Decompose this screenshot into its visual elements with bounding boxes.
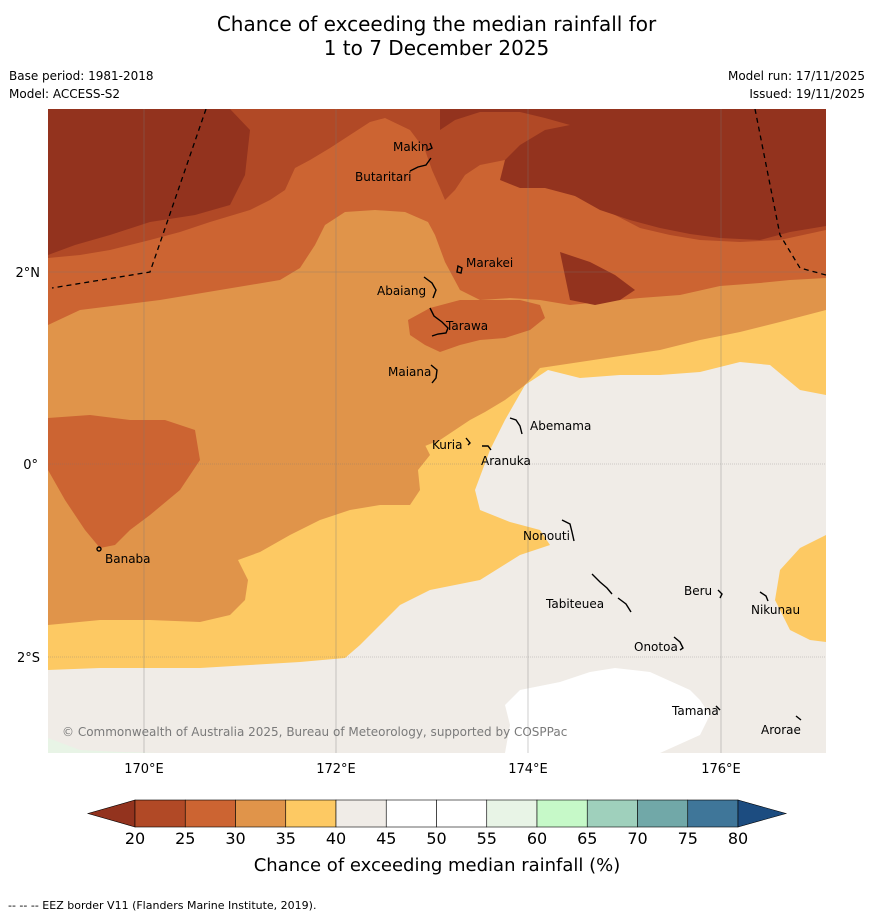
island-label-nonouti: Nonouti (523, 529, 570, 543)
colorbar-bin (637, 799, 689, 828)
colorbar-tick-label: 20 (125, 829, 145, 848)
island-label-abemama: Abemama (530, 419, 591, 433)
island-label-arorae: Arorae (761, 723, 801, 737)
colorbar-title: Chance of exceeding median rainfall (%) (254, 855, 621, 876)
island-label-abaiang: Abaiang (377, 284, 426, 298)
probability-fill (48, 109, 826, 753)
tarawa-island-shape (429, 307, 449, 337)
island-label-tabiteuea: Tabiteuea (545, 597, 604, 611)
eez-footnote: -- -- -- EEZ border V11 (Flanders Marine… (8, 899, 317, 912)
island-label-banaba: Banaba (105, 552, 151, 566)
colorbar-tick-label: 75 (678, 829, 698, 848)
colorbar: 20 25 30 35 40 45 50 55 60 65 70 75 80 (86, 799, 788, 848)
map-title-line1: Chance of exceeding the median rainfall … (216, 12, 657, 36)
island-label-makin: Makin (393, 140, 429, 154)
colorbar-bin (184, 799, 236, 828)
model-run: Model run: 17/11/2025 (727, 69, 865, 83)
colorbar-tick-label: 55 (477, 829, 497, 848)
colorbar-bin (586, 799, 638, 828)
colorbar-tick-label: 45 (376, 829, 396, 848)
nikunau-island-shape (759, 591, 769, 602)
island-label-butaritari: Butaritari (355, 170, 412, 184)
colorbar-tick-label: 50 (426, 829, 446, 848)
colorbar-bin (436, 799, 488, 828)
abemama-island-shape (509, 417, 523, 435)
y-tick-2n: 2°N (16, 266, 41, 281)
x-axis-ticks: 170°E 172°E 174°E 176°E (124, 762, 741, 777)
island-label-onotoa: Onotoa (634, 640, 678, 654)
y-axis-ticks: 2°N 0° 2°S (16, 266, 41, 666)
x-tick-174e: 174°E (508, 762, 548, 777)
colorbar-tick-label: 30 (225, 829, 245, 848)
beru-island-shape (717, 589, 723, 599)
meta-right: Model run: 17/11/2025 Issued: 19/11/2025 (728, 67, 865, 103)
eez-line-west (51, 109, 207, 289)
colorbar-tick-label: 25 (175, 829, 195, 848)
eez-border (51, 109, 826, 289)
map-title: Chance of exceeding the median rainfall … (0, 12, 873, 60)
zone-below-20 (48, 109, 826, 305)
colorbar-tick-label: 35 (276, 829, 296, 848)
island-label-aranuka: Aranuka (481, 454, 531, 468)
colorbar-bin (134, 799, 186, 828)
x-tick-170e: 170°E (124, 762, 164, 777)
maiana-island-shape (430, 364, 438, 384)
colorbar-tick-label: 40 (326, 829, 346, 848)
island-label-kuria: Kuria (432, 438, 463, 452)
tabiteuea-south-shape (617, 597, 632, 613)
colorbar-bin (687, 799, 739, 828)
nonouti-island-shape (561, 519, 575, 542)
island-outlines (96, 142, 802, 721)
island-label-marakei: Marakei (466, 256, 513, 270)
makin-island-shape (427, 142, 433, 151)
copyright-credit: © Commonwealth of Australia 2025, Bureau… (62, 725, 567, 739)
y-tick-0: 0° (23, 458, 38, 473)
aranuka-island-shape (482, 445, 492, 451)
island-label-beru: Beru (684, 584, 712, 598)
meta-left: Base period: 1981-2018 Model: ACCESS-S2 (9, 67, 154, 103)
x-tick-172e: 172°E (316, 762, 356, 777)
colorbar-bin (385, 799, 437, 828)
abaiang-island-shape (423, 276, 437, 299)
tamana-island-shape (715, 705, 721, 711)
colorbar-extend-low (86, 799, 136, 828)
colorbar-bin (486, 799, 538, 828)
zone-55-60 (48, 738, 160, 753)
island-label-maiana: Maiana (388, 365, 431, 379)
island-label-tamana: Tamana (671, 704, 719, 718)
island-labels: Makin Butaritari Marakei Abaiang Tarawa … (105, 140, 801, 737)
graticule (48, 109, 826, 753)
tabiteuea-north-shape (591, 573, 613, 595)
colorbar-bin (536, 799, 588, 828)
island-label-tarawa: Tarawa (445, 319, 488, 333)
eez-line-east (754, 109, 826, 276)
arorae-island-shape (795, 715, 802, 721)
marakei-island-shape (456, 264, 463, 274)
colorbar-tick-label: 70 (627, 829, 647, 848)
colorbar-bin (335, 799, 387, 828)
y-tick-2s: 2°S (17, 651, 40, 666)
colorbar-bin (285, 799, 337, 828)
colorbar-bin (235, 799, 287, 828)
base-period: Base period: 1981-2018 (9, 69, 154, 83)
model-name: Model: ACCESS-S2 (9, 87, 121, 101)
kuria-island-shape (465, 437, 471, 446)
colorbar-tick-label: 65 (577, 829, 597, 848)
banaba-island-shape (96, 546, 102, 552)
colorbar-extend-high (737, 799, 788, 828)
colorbar-tick-label: 60 (527, 829, 547, 848)
x-tick-176e: 176°E (701, 762, 741, 777)
onotoa-island-shape (673, 636, 684, 651)
butaritari-island-shape (409, 157, 432, 172)
island-label-nikunau: Nikunau (751, 603, 800, 617)
issued-date: Issued: 19/11/2025 (749, 87, 865, 101)
map-title-line2: 1 to 7 December 2025 (323, 36, 550, 60)
colorbar-tick-label: 80 (728, 829, 748, 848)
